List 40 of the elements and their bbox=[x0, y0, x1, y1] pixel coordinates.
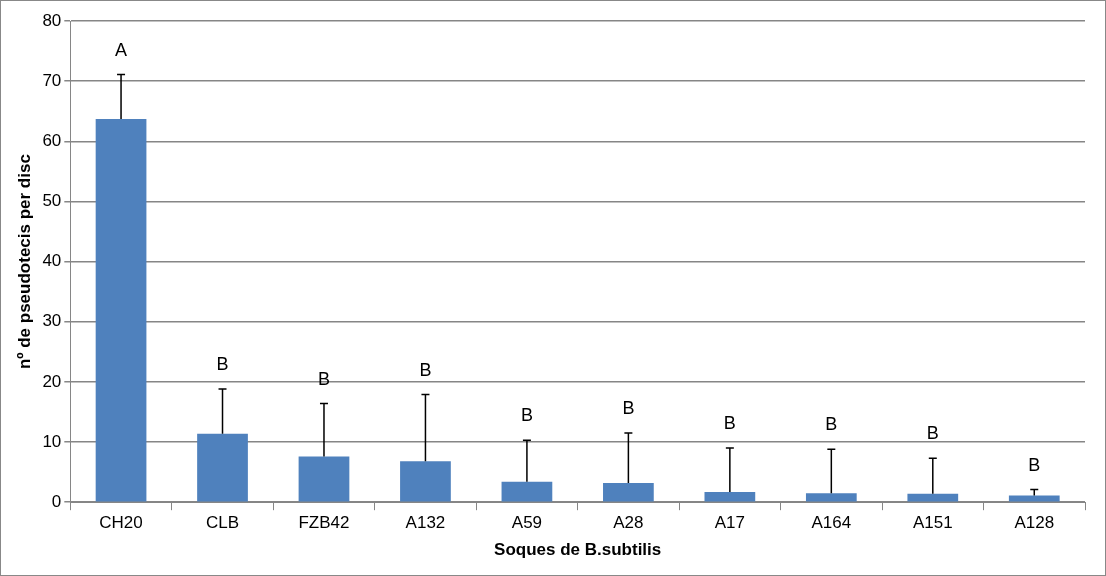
x-tick-label: A59 bbox=[511, 513, 543, 533]
x-tick-label: A164 bbox=[811, 513, 852, 533]
y-tick-label: 70 bbox=[42, 70, 62, 90]
annotation: B bbox=[520, 405, 533, 426]
bar bbox=[704, 491, 756, 502]
y-tick-label: 80 bbox=[42, 10, 62, 30]
x-axis-title: Soques de B.subtilis bbox=[494, 540, 662, 560]
annotation: B bbox=[216, 354, 229, 375]
bar bbox=[805, 493, 857, 502]
x-tick-label: A128 bbox=[1014, 513, 1055, 533]
bar bbox=[298, 456, 350, 502]
x-tick-label: CH20 bbox=[99, 513, 143, 533]
annotation: A bbox=[115, 39, 128, 60]
x-tick-label: A17 bbox=[714, 513, 745, 533]
y-tick-label: 10 bbox=[42, 431, 62, 451]
bar bbox=[603, 482, 654, 502]
y-tick-label: 30 bbox=[42, 311, 62, 331]
annotation: B bbox=[317, 368, 330, 389]
x-tick-label: A151 bbox=[912, 513, 953, 533]
bar bbox=[501, 481, 553, 502]
y-axis-title: nº de pseudotecis per disc bbox=[14, 154, 34, 370]
bar bbox=[197, 433, 248, 502]
annotation: B bbox=[825, 414, 838, 435]
x-tick-label: CLB bbox=[205, 513, 240, 533]
annotation: B bbox=[419, 359, 432, 380]
x-tick-label: A132 bbox=[405, 513, 446, 533]
annotation: B bbox=[926, 423, 939, 444]
bar bbox=[400, 461, 451, 502]
y-tick-label: 40 bbox=[42, 251, 62, 271]
y-tick-label: 20 bbox=[42, 371, 62, 391]
annotation: B bbox=[723, 413, 736, 434]
y-tick-label: 60 bbox=[42, 130, 62, 150]
bar bbox=[95, 119, 147, 502]
bar bbox=[907, 493, 959, 502]
annotation: B bbox=[1028, 454, 1041, 475]
x-tick-label: FZB42 bbox=[298, 513, 350, 533]
y-tick-label: 0 bbox=[51, 491, 62, 511]
annotation: B bbox=[622, 398, 635, 418]
x-tick-label: A28 bbox=[613, 513, 644, 533]
y-tick-label: 50 bbox=[42, 191, 62, 211]
